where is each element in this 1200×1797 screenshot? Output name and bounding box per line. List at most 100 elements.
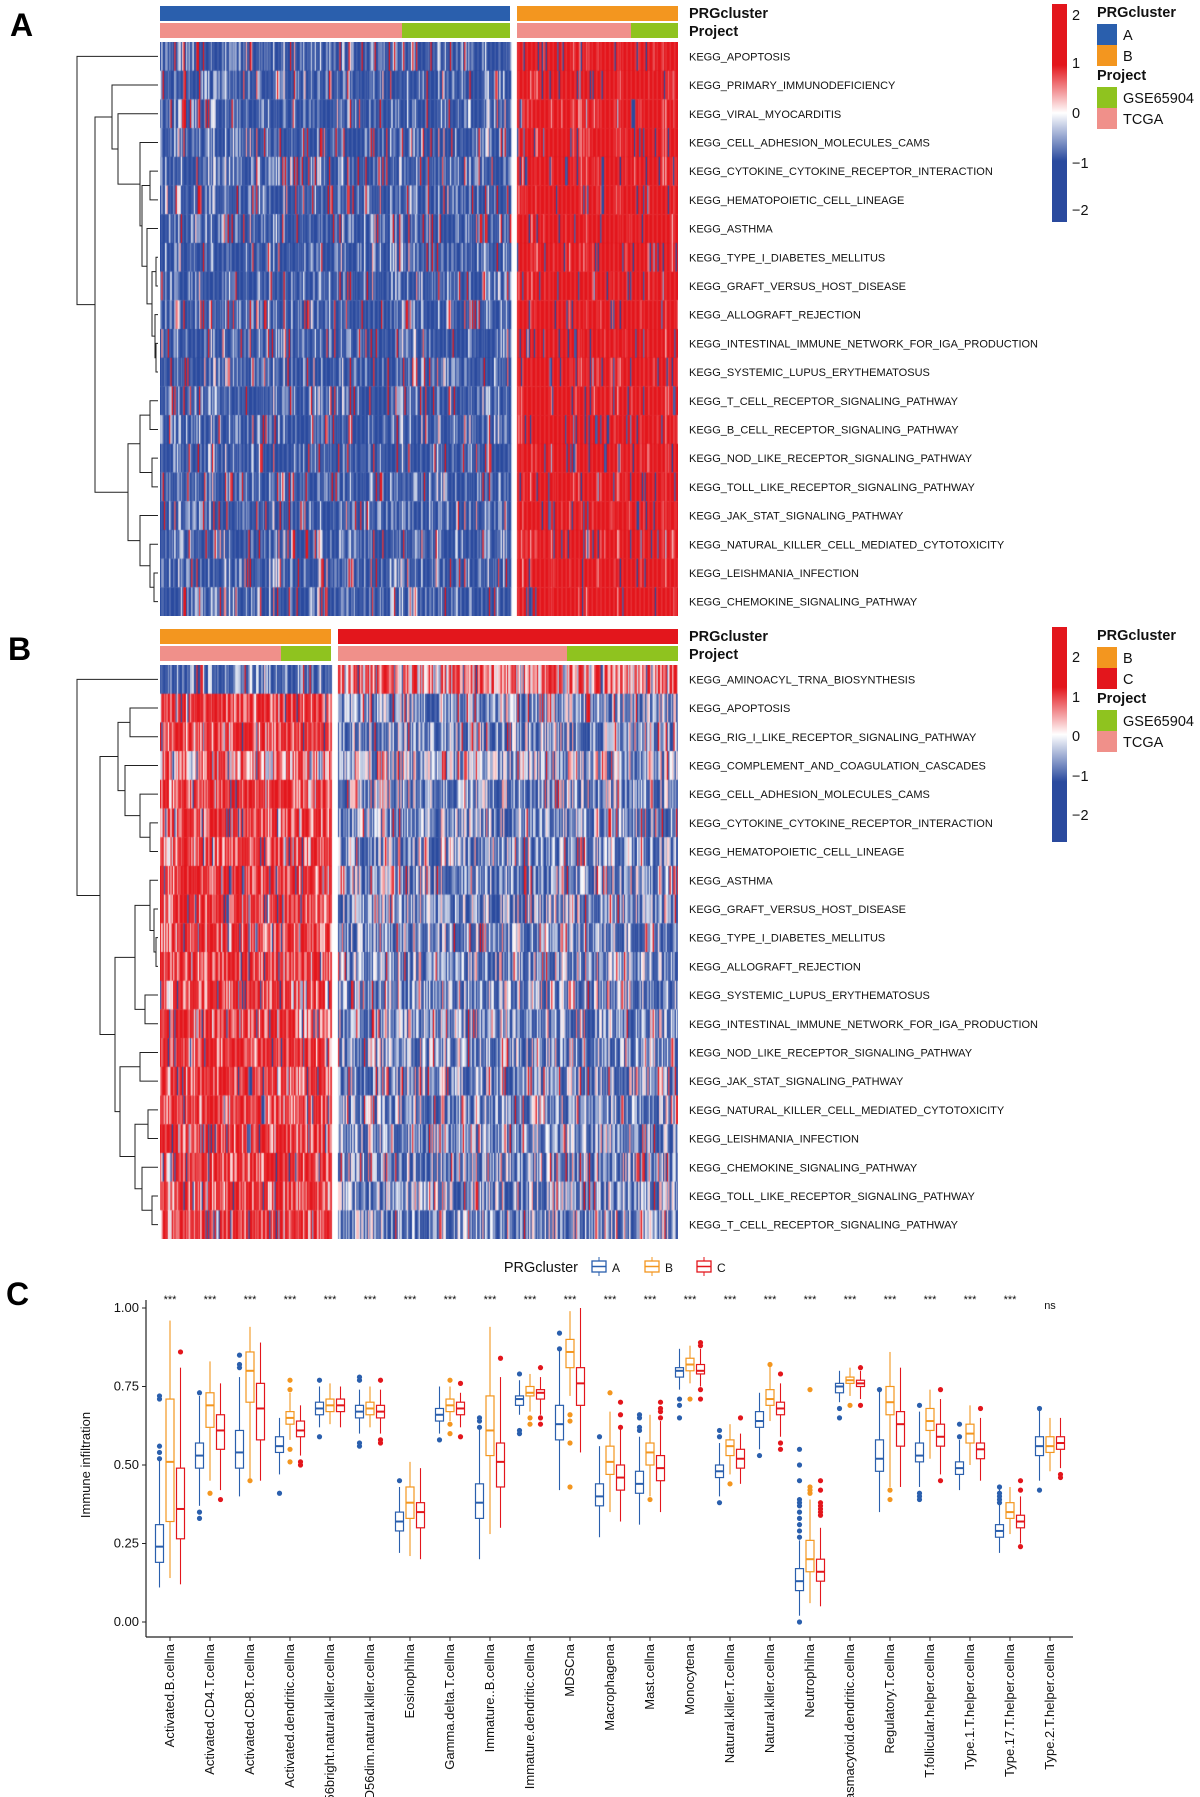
box-A xyxy=(514,1371,525,1437)
heatmap-b: PRGcluster Project KEGG_AMINOACYL_TRNA_BIO… xyxy=(76,627,1194,1232)
outlier-point xyxy=(567,1412,573,1418)
box-B xyxy=(525,1373,535,1427)
x-tick-label: Activated.dendritic.cellna xyxy=(282,1643,297,1788)
outlier-point xyxy=(796,1496,803,1503)
box-body xyxy=(154,1524,165,1563)
outlier-point xyxy=(476,1424,483,1430)
outlier-point xyxy=(836,1405,843,1412)
x-tick-label: T.follicular.helper.cellna xyxy=(922,1643,937,1777)
box-body xyxy=(754,1411,765,1428)
row-label: KEGG_JAK_STAT_SIGNALING_PATHWAY xyxy=(689,511,904,523)
box-body xyxy=(215,1414,226,1450)
row-label: KEGG_CYTOKINE_CYTOKINE_RECEPTOR_INTERACT… xyxy=(689,166,993,178)
legend-swatch xyxy=(1097,24,1117,45)
dendrogram-branch xyxy=(155,256,158,287)
box-B xyxy=(605,1390,615,1513)
significance-label: *** xyxy=(484,1294,498,1306)
box-C xyxy=(215,1383,226,1503)
y-tick-label: 0.25 xyxy=(114,1536,139,1551)
box-B xyxy=(725,1424,735,1487)
prgcluster-bar xyxy=(517,6,678,21)
x-tick-label: Gamma.delta.T.cellna xyxy=(442,1643,457,1769)
outlier-point xyxy=(617,1424,624,1430)
box-C xyxy=(335,1386,346,1428)
outlier-point xyxy=(537,1421,544,1427)
legend-item: TCGA xyxy=(1123,735,1164,751)
box-B xyxy=(365,1386,375,1428)
outlier-point xyxy=(916,1402,923,1408)
dendrogram-branch xyxy=(127,443,140,542)
outlier-point xyxy=(796,1522,803,1528)
legend-item: A xyxy=(612,1261,620,1275)
x-tick-label: MDSCna xyxy=(562,1643,577,1697)
x-tick-label: Natural.killer.cellna xyxy=(762,1643,777,1753)
box-C xyxy=(655,1399,666,1513)
row-label: KEGG_B_CELL_RECEPTOR_SIGNALING_PATHWAY xyxy=(689,424,959,436)
y-tick-label: 1.00 xyxy=(114,1300,139,1315)
significance-label: *** xyxy=(804,1294,818,1306)
outlier-point xyxy=(207,1490,213,1496)
outlier-point xyxy=(697,1339,704,1346)
row-label: KEGG_CHEMOKINE_SIGNALING_PATHWAY xyxy=(689,1162,918,1174)
row-label: KEGG_NATURAL_KILLER_CELL_MEDIATED_CYTOTO… xyxy=(689,1105,1005,1117)
dendrogram-branch xyxy=(119,1066,140,1157)
outlier-point xyxy=(617,1412,624,1418)
outlier-point xyxy=(796,1619,803,1625)
box-B xyxy=(805,1387,815,1604)
outlier-point xyxy=(527,1415,533,1421)
box-body xyxy=(725,1439,735,1457)
significance-label: *** xyxy=(164,1294,178,1306)
y-tick-label: 0.75 xyxy=(114,1379,139,1394)
box-body xyxy=(165,1398,175,1523)
colorbar-tick: −1 xyxy=(1072,156,1089,172)
box-C xyxy=(535,1365,546,1427)
box-B xyxy=(645,1414,655,1503)
row-label: KEGG_INTESTINAL_IMMUNE_NETWORK_FOR_IGA_P… xyxy=(689,338,1038,350)
row-label: KEGG_CELL_ADHESION_MOLECULES_CAMS xyxy=(689,789,930,801)
x-tick-label: Regulatory.T.cellna xyxy=(882,1643,897,1753)
box-body xyxy=(975,1442,986,1460)
legend-swatch xyxy=(1097,87,1117,108)
row-label: KEGG_AMINOACYL_TRNA_BIOSYNTHESIS xyxy=(689,674,915,686)
colorbar xyxy=(1052,627,1067,842)
x-tick-label: Activated.CD8.T.cellna xyxy=(242,1643,257,1775)
row-label: KEGG_SYSTEMIC_LUPUS_ERYTHEMATOSUS xyxy=(689,990,930,1002)
outlier-point xyxy=(937,1387,944,1393)
box-C xyxy=(815,1478,826,1607)
outlier-point xyxy=(377,1437,384,1443)
row-label: KEGG_HEMATOPOIETIC_CELL_LINEAGE xyxy=(689,847,904,859)
box-A xyxy=(754,1392,765,1459)
colorbar-tick: −1 xyxy=(1072,769,1089,785)
outlier-point xyxy=(1017,1487,1024,1493)
box-A xyxy=(1034,1405,1045,1493)
box-A xyxy=(394,1478,405,1553)
row-label: KEGG_PRIMARY_IMMUNODEFICIENCY xyxy=(689,80,896,92)
prgcluster-bar xyxy=(160,6,510,21)
box-A xyxy=(994,1484,1005,1553)
outlier-point xyxy=(676,1396,683,1402)
box-body xyxy=(895,1411,906,1447)
box-B xyxy=(325,1383,335,1425)
x-tick-label: Type.2.T.helper.cellna xyxy=(1042,1643,1057,1770)
dendrogram-branch xyxy=(76,678,158,896)
box-C xyxy=(895,1367,906,1487)
dendrogram-branch xyxy=(141,185,150,267)
dendrogram-branch xyxy=(155,937,158,967)
outlier-point xyxy=(617,1399,624,1405)
box-A xyxy=(434,1386,445,1443)
outlier-point xyxy=(236,1361,243,1368)
row-label: KEGG_TOLL_LIKE_RECEPTOR_SIGNALING_PATHWA… xyxy=(689,1191,976,1203)
project-bar-gse65904 xyxy=(281,646,331,661)
box-B xyxy=(205,1361,215,1496)
dendrogram-branch xyxy=(153,572,158,603)
row-label: KEGG_TYPE_I_DIABETES_MELLITUS xyxy=(689,252,885,264)
outlier-point xyxy=(607,1390,613,1396)
outlier-point xyxy=(217,1496,224,1503)
row-label: KEGG_LEISHMANIA_INFECTION xyxy=(689,1134,859,1146)
box-C xyxy=(695,1339,706,1402)
legend-swatch xyxy=(1097,731,1117,752)
x-tick-label: Immature..B.cellna xyxy=(482,1643,497,1752)
outlier-point xyxy=(916,1490,923,1496)
outlier-point xyxy=(1017,1478,1024,1484)
outlier-point xyxy=(287,1459,293,1465)
